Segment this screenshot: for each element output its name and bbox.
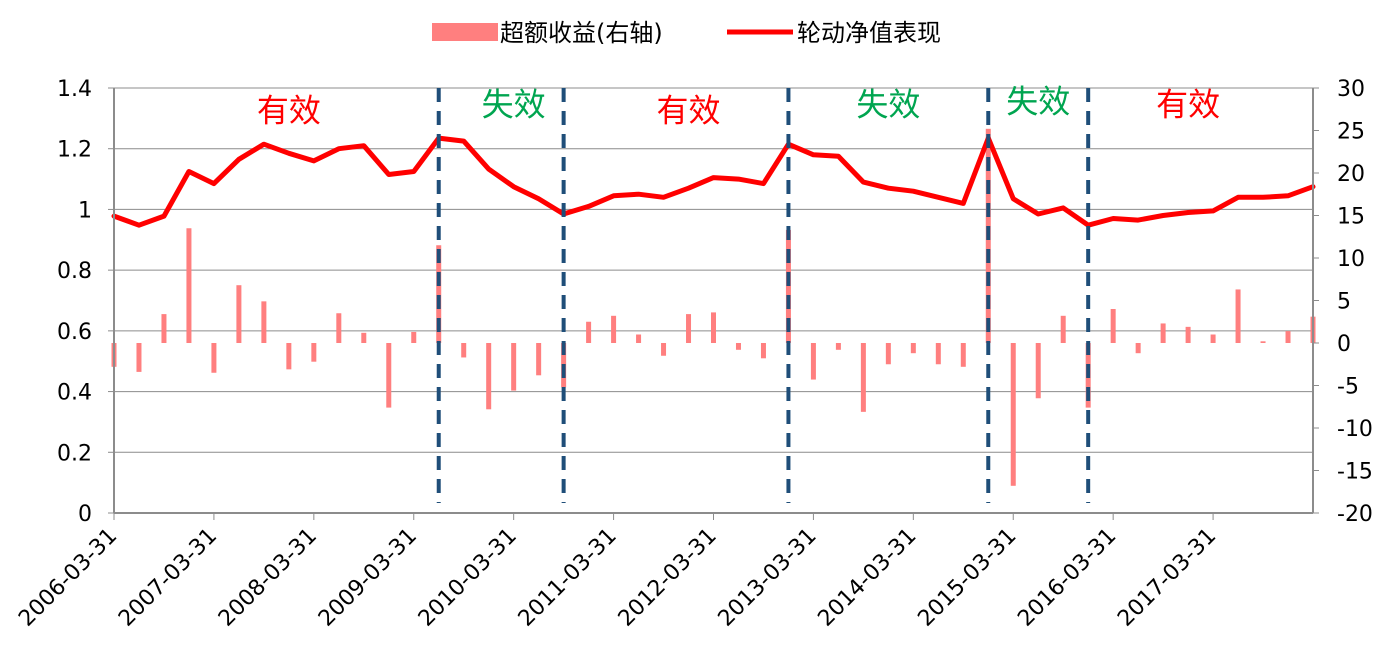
bar <box>611 315 617 343</box>
left-tick-label: 1.2 <box>57 138 92 163</box>
bar <box>161 314 167 343</box>
bar <box>885 343 891 365</box>
bar <box>261 301 267 343</box>
nav-line <box>111 135 1316 228</box>
bar <box>810 343 816 380</box>
regime-label: 有效 <box>1156 85 1220 123</box>
right-tick-label: 0 <box>1337 332 1351 357</box>
regime-annotations: 有效 失效 有效 失效 失效 有效 <box>257 82 1220 129</box>
x-tick-label: 2014-03-31 <box>813 524 921 632</box>
regime-label: 失效 <box>856 85 920 123</box>
bar <box>960 343 966 367</box>
bar <box>835 343 841 350</box>
legend: 超额收益(右轴) 轮动净值表现 <box>432 19 941 47</box>
right-tick-label: 25 <box>1337 120 1365 145</box>
right-tick-label: 5 <box>1337 290 1351 315</box>
right-tick-label: -5 <box>1337 375 1359 400</box>
bar <box>1260 341 1266 343</box>
bar <box>1210 334 1216 343</box>
regime-dividers <box>436 88 1091 503</box>
grid-lines <box>114 87 1313 514</box>
bar <box>436 245 442 343</box>
x-tick-label: 2016-03-31 <box>1013 524 1121 632</box>
left-tick-label: 0.4 <box>57 381 92 406</box>
bar <box>486 343 492 410</box>
left-tick-label: 0.2 <box>57 441 92 466</box>
left-tick-label: 0.8 <box>57 259 92 284</box>
x-tick-label: 2009-03-31 <box>314 524 422 632</box>
bar <box>735 343 741 350</box>
axes: 0 0.2 0.4 0.6 0.8 1 1.2 1.4 -20 -15 -10 -5 0 5 10 15 20 2… <box>14 77 1373 632</box>
bar <box>1285 331 1291 343</box>
bar <box>586 321 592 343</box>
bar <box>311 343 317 362</box>
x-tick-label: 2008-03-31 <box>214 524 322 632</box>
bar <box>636 334 642 343</box>
bar <box>136 343 142 372</box>
x-tick-label: 2012-03-31 <box>614 524 722 632</box>
bar <box>286 343 292 370</box>
regime-label: 有效 <box>257 91 321 129</box>
bar <box>461 343 467 358</box>
x-tick-label: 2011-03-31 <box>514 524 622 632</box>
right-tick-label: -10 <box>1337 417 1373 442</box>
bar <box>785 229 791 343</box>
regime-label: 失效 <box>482 85 546 123</box>
right-tick-label: 20 <box>1337 162 1365 187</box>
regime-label: 失效 <box>1006 82 1070 120</box>
right-tick-label: 10 <box>1337 247 1365 272</box>
bar <box>511 343 517 391</box>
legend-line-label: 轮动净值表现 <box>797 19 941 47</box>
bar <box>361 332 367 343</box>
bar <box>686 314 692 343</box>
x-tick-label: 2015-03-31 <box>913 524 1021 632</box>
bar <box>711 312 716 343</box>
excess-return-bars <box>111 128 1316 486</box>
bar <box>1110 309 1116 343</box>
right-tick-label: 30 <box>1337 77 1365 102</box>
left-tick-label: 0.6 <box>57 320 92 345</box>
bar <box>910 343 916 354</box>
legend-bar-swatch <box>432 23 498 41</box>
left-tick-label: 0 <box>78 502 92 527</box>
nav-line-series <box>111 135 1316 228</box>
bar <box>935 343 941 365</box>
bar <box>1035 343 1041 399</box>
bar <box>186 228 192 343</box>
bar <box>860 343 866 412</box>
left-tick-label: 1 <box>78 198 92 223</box>
bar <box>386 343 392 408</box>
bar <box>1135 343 1141 354</box>
x-tick-label: 2010-03-31 <box>414 524 522 632</box>
right-tick-label: 15 <box>1337 205 1365 230</box>
left-tick-label: 1.4 <box>57 77 92 102</box>
legend-bar-label: 超额收益(右轴) <box>500 19 663 47</box>
bar <box>760 343 766 359</box>
bar <box>536 343 542 376</box>
bar <box>1010 343 1016 486</box>
bar <box>1160 323 1166 343</box>
right-tick-label: -15 <box>1337 460 1373 485</box>
x-tick-label: 2007-03-31 <box>114 524 222 632</box>
regime-label: 有效 <box>657 91 721 129</box>
x-tick-label: 2017-03-31 <box>1113 524 1221 632</box>
bar <box>1060 315 1066 343</box>
right-tick-label: -20 <box>1337 502 1373 527</box>
bar <box>1185 326 1191 343</box>
bar <box>1235 289 1241 343</box>
bar <box>411 331 417 343</box>
x-tick-label: 2006-03-31 <box>14 524 122 632</box>
x-tick-label: 2013-03-31 <box>714 524 822 632</box>
bar <box>661 343 667 356</box>
bar <box>211 343 217 373</box>
bar <box>236 285 242 343</box>
bar <box>336 313 342 343</box>
